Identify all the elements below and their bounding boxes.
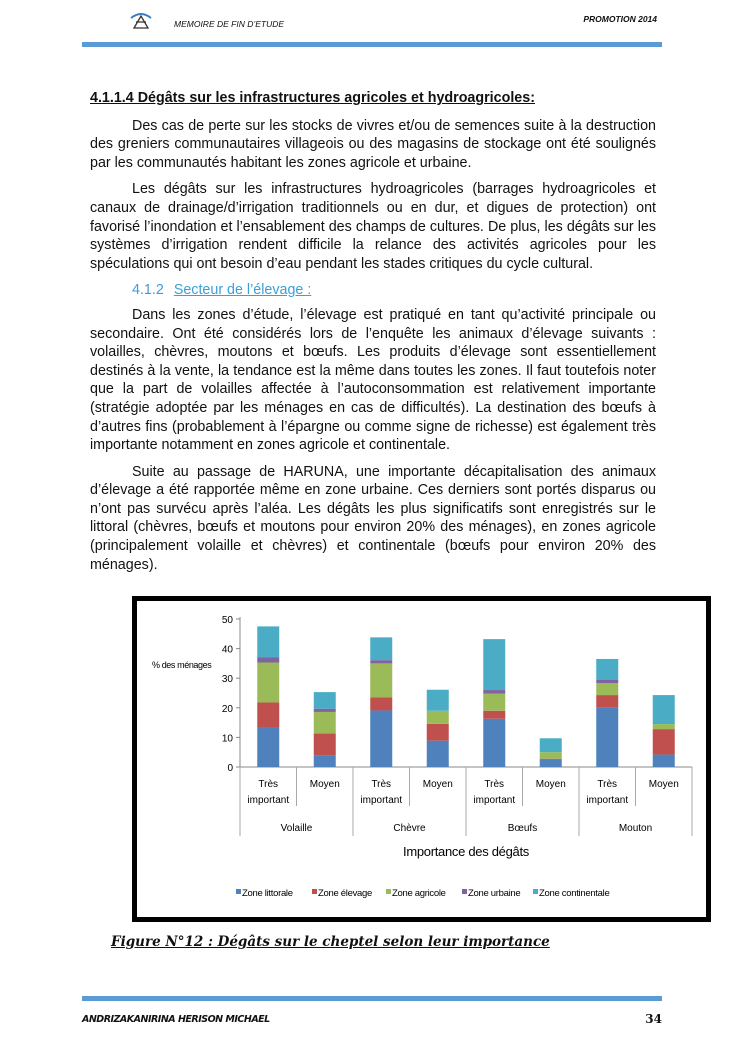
bar-segment	[483, 690, 506, 694]
footer-author: ANDRIZAKANIRINA HERISON MICHAEL	[82, 1014, 270, 1025]
figure-caption: Figure N°12 : Dégâts sur le cheptel selo…	[111, 934, 550, 950]
legend-swatch	[533, 889, 538, 894]
bar-segment	[539, 752, 562, 759]
category-label: important	[586, 795, 628, 806]
header-title: MEMOIRE DE FIN D’ETUDE	[174, 19, 285, 29]
bar-segment	[313, 692, 336, 709]
y-tick-label: 10	[222, 733, 234, 744]
group-label: Bœufs	[508, 823, 537, 834]
bar-segment	[370, 660, 393, 664]
section-heading: 4.1.1.4 Dégâts sur les infrastructures a…	[90, 90, 535, 106]
legend-label: Zone élevage	[318, 888, 372, 899]
bar-segment	[257, 662, 280, 703]
chart-frame	[132, 596, 711, 922]
bar-segment	[257, 702, 280, 728]
bar-segment	[370, 637, 393, 661]
y-axis-label: % des ménages	[152, 660, 212, 670]
bar-segment	[483, 718, 506, 767]
bar-segment	[483, 693, 506, 711]
legend-swatch	[236, 889, 241, 894]
institution-logo	[130, 13, 152, 29]
bar-segment	[313, 711, 336, 734]
header-rule	[82, 42, 662, 47]
header-promotion: PROMOTION 2014	[583, 14, 657, 24]
group-label: Chèvre	[393, 823, 426, 834]
category-label: important	[247, 795, 289, 806]
bar-segment	[370, 710, 393, 767]
category-label: Moyen	[310, 779, 340, 790]
footer-rule	[82, 996, 662, 1001]
bar-segment	[426, 740, 449, 767]
group-label: Volaille	[281, 823, 313, 834]
legend-swatch	[386, 889, 391, 894]
bar-segment	[426, 689, 449, 711]
category-label: Très	[597, 779, 617, 790]
x-axis-label: Importance des dégâts	[403, 844, 530, 859]
bar-segment	[539, 759, 562, 767]
category-label: important	[473, 795, 515, 806]
bar-segment	[596, 683, 619, 696]
bar-segment	[257, 626, 280, 658]
bar-segment	[539, 738, 562, 753]
paragraph: Suite au passage de HARUNA, une importan…	[90, 463, 656, 573]
bar-segment	[539, 758, 562, 760]
y-tick-label: 50	[222, 615, 234, 626]
legend-label: Zone littorale	[242, 888, 293, 899]
legend-label: Zone urbaine	[468, 888, 520, 899]
bar-segment	[313, 755, 336, 767]
category-label: Très	[258, 779, 278, 790]
bar-segment	[652, 729, 675, 755]
bar-segment	[483, 639, 506, 691]
bar-segment	[596, 679, 619, 684]
bar-segment	[596, 695, 619, 708]
bar-segment	[426, 710, 449, 724]
bar-segment	[370, 697, 393, 711]
subsection-number: 4.1.2	[132, 282, 164, 299]
category-label: Moyen	[423, 779, 453, 790]
subsection-title: Secteur de l’élevage :	[173, 282, 312, 299]
bar-segment	[257, 727, 280, 767]
page-number: 34	[645, 1012, 662, 1026]
subsection-heading: 4.1.2 Secteur de l’élevage :	[132, 281, 656, 300]
legend-swatch	[462, 889, 467, 894]
bar-segment	[313, 708, 336, 712]
category-label: Moyen	[536, 779, 566, 790]
bar-segment	[426, 723, 449, 741]
bar-segment	[652, 695, 675, 725]
legend-label: Zone agricole	[392, 888, 446, 899]
body-text: 4.1.1.4 Dégâts sur les infrastructures a…	[90, 89, 656, 582]
category-label: important	[360, 795, 402, 806]
legend-label: Zone continentale	[539, 888, 609, 899]
y-tick-label: 40	[222, 645, 234, 656]
bar-segment	[257, 657, 280, 663]
legend-swatch	[312, 889, 317, 894]
category-label: Très	[484, 779, 504, 790]
bar-segment	[652, 754, 675, 767]
y-tick-label: 0	[227, 763, 233, 774]
paragraph: Les dégâts sur les infrastructures hydro…	[90, 181, 656, 272]
paragraph: Des cas de perte sur les stocks de vivre…	[90, 117, 656, 171]
bar-segment	[370, 663, 393, 698]
y-tick-label: 20	[222, 704, 234, 715]
y-tick-label: 30	[222, 674, 234, 685]
bar-segment	[313, 733, 336, 756]
paragraph: Dans les zones d’étude, l’élevage est pr…	[90, 306, 656, 454]
bar-segment	[596, 707, 619, 767]
bar-segment	[652, 724, 675, 730]
bar-segment	[596, 658, 619, 680]
category-label: Moyen	[649, 779, 679, 790]
bar-segment	[483, 710, 506, 719]
category-label: Très	[371, 779, 391, 790]
group-label: Mouton	[619, 823, 652, 834]
